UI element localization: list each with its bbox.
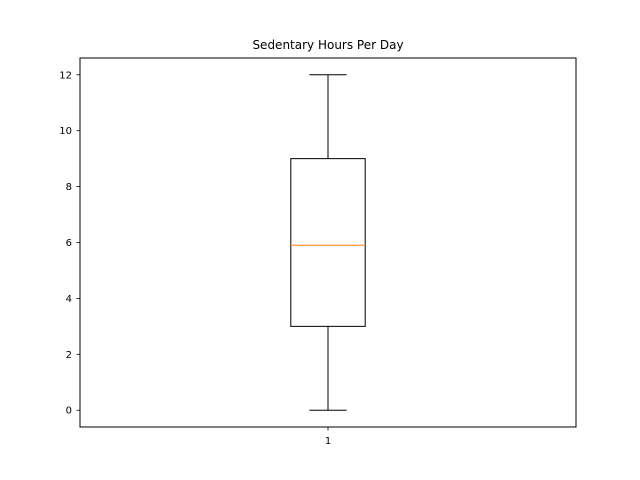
y-tick-label: 10 [59,126,72,137]
y-tick-label: 12 [59,70,72,81]
y-tick-label: 8 [66,182,72,193]
y-tick-label: 2 [66,350,72,361]
axes: 0 2 4 6 8 10 12 1 [59,57,577,447]
box-group-1 [290,74,366,411]
y-tick-label: 0 [66,406,72,417]
x-tick-label: 1 [325,436,331,447]
plot-area [290,74,366,411]
interquartile-box [290,158,366,327]
y-tick-label: 4 [66,294,72,305]
y-tick-label: 6 [66,238,72,249]
chart-title: Sedentary Hours Per Day [252,38,403,52]
